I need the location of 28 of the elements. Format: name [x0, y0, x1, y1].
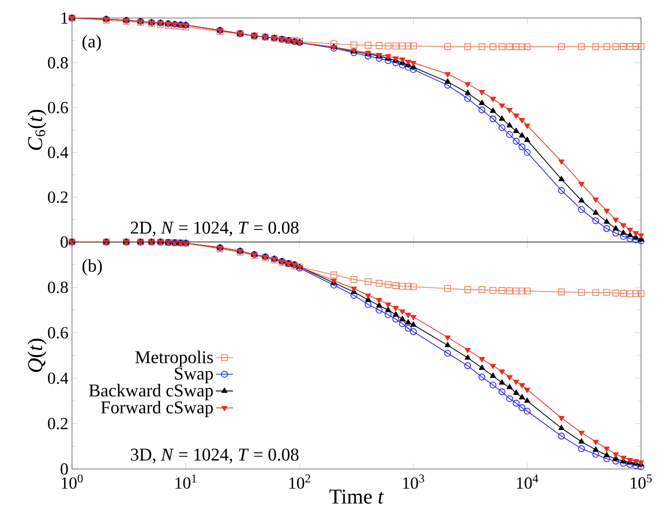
y-tick-label: 0.8 [48, 282, 68, 294]
legend-label: Metropolis [135, 350, 213, 367]
y-tick-label: 0.6 [48, 102, 68, 114]
annotation: (a) [82, 34, 101, 52]
x-tick-label: 10$^{1}$ [176, 474, 196, 489]
y-tick-label: 0.2 [48, 191, 68, 203]
y-axis-title: C$_{6}$(t) [28, 110, 46, 150]
y-tick-label: 1 [61, 12, 68, 24]
x-axis-title: Time t [329, 490, 384, 504]
y-axis-title: Q(t) [28, 338, 46, 372]
y-tick-label: 0 [60, 236, 68, 248]
x-tick-label: 10$^{4}$ [517, 474, 538, 489]
annotation: 3D, N = 1024, T = 0.08 [130, 448, 298, 464]
y-tick-label: 0.4 [48, 146, 68, 158]
y-tick-label: 0 [60, 463, 68, 475]
legend-label: Swap [174, 368, 213, 384]
y-tick-label: 0.2 [48, 418, 68, 430]
x-tick-label: 10$^{3}$ [403, 474, 424, 489]
y-tick-label: 0.8 [48, 57, 68, 69]
annotation: 2D, N = 1024, T = 0.08 [130, 222, 298, 236]
y-tick-label: 0.4 [48, 372, 68, 384]
x-tick-label: 10$^{0}$ [62, 474, 83, 489]
legend-label: Backward cSwap [89, 384, 213, 400]
y-tick-label: 0.6 [48, 327, 68, 339]
x-tick-label: 10$^{2}$ [289, 474, 310, 489]
x-tick-label: 10$^{5}$ [630, 474, 652, 489]
legend-label: Forward cSwap [101, 400, 213, 418]
annotation: (b) [82, 259, 102, 276]
